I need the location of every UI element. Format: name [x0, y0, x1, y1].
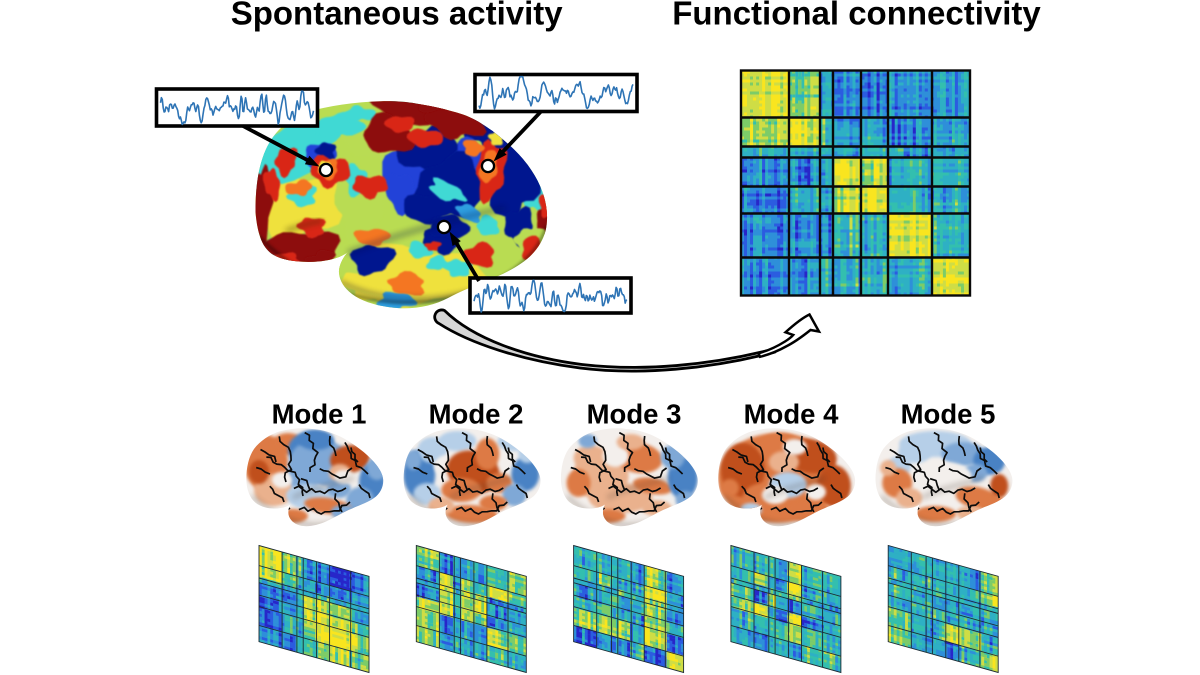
svg-text:Mode 3: Mode 3 [587, 399, 682, 430]
svg-text:Mode 1: Mode 1 [272, 399, 367, 430]
svg-text:Functional connectivity: Functional connectivity [672, 0, 1041, 32]
svg-text:Mode 2: Mode 2 [429, 399, 524, 430]
svg-text:Mode 5: Mode 5 [901, 399, 996, 430]
svg-text:Mode 4: Mode 4 [744, 399, 839, 430]
svg-text:Spontaneous activity: Spontaneous activity [231, 0, 564, 32]
